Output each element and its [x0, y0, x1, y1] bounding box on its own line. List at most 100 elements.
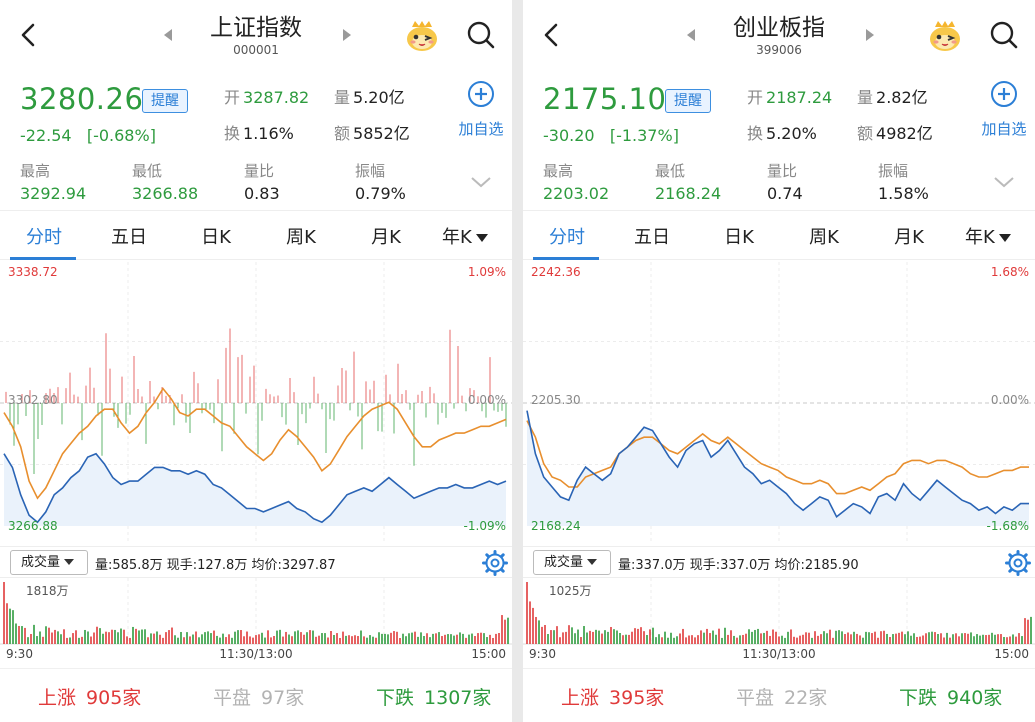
mascot-icon[interactable]: [404, 18, 440, 54]
mascot-icon[interactable]: [927, 18, 963, 54]
chart-top-label: 3338.72: [8, 265, 58, 279]
plus-circle-icon: [468, 81, 494, 107]
tab-monthly-k[interactable]: 月K: [894, 227, 924, 248]
page-title: 创业板指: [733, 15, 825, 41]
stat-turnover: 换 5.20%: [747, 120, 817, 144]
add-watchlist-button[interactable]: 加自选: [454, 78, 508, 140]
caret-down-icon: [475, 234, 488, 242]
next-index-icon[interactable]: [340, 27, 354, 43]
chart-top-label: 2242.36: [531, 265, 581, 279]
active-tab-indicator: [10, 257, 76, 260]
average-price-line: [3, 387, 507, 500]
indicator-select-label: 成交量: [21, 555, 61, 570]
stat-amount: 额 5852亿: [334, 120, 410, 144]
stat-turnover: 换 1.16%: [224, 120, 294, 144]
high-label: 最高: [543, 162, 574, 180]
tab-monthly-k[interactable]: 月K: [371, 227, 401, 248]
volume-chart[interactable]: 1025万 9:30 11:30/13:00 15:00: [523, 578, 1035, 668]
decliners[interactable]: 下跌 1307家: [376, 683, 491, 710]
volume-value: 2.82亿: [876, 88, 928, 107]
current-price: 2175.10: [543, 82, 667, 116]
tab-yearly-k[interactable]: 年K: [965, 223, 1027, 249]
search-icon[interactable]: [466, 20, 496, 50]
volume-label: 量: [857, 88, 874, 107]
previous-index-icon[interactable]: [684, 27, 698, 43]
price-area: [527, 410, 1029, 526]
advancers-count: 905家: [86, 687, 142, 709]
tab-weekly-k[interactable]: 周K: [809, 227, 839, 248]
tab-five-day[interactable]: 五日: [634, 227, 670, 248]
volume-max-label: 1025万: [549, 584, 592, 598]
advancers[interactable]: 上涨 905家: [38, 683, 141, 710]
volume-info: 量:337.0万 现手:337.0万 均价:2185.90: [618, 558, 859, 573]
add-watchlist-button[interactable]: 加自选: [977, 78, 1031, 140]
volume-label: 量: [334, 88, 351, 107]
indicator-select[interactable]: 成交量: [10, 550, 88, 575]
chevron-down-icon[interactable]: [468, 172, 494, 192]
tab-daily-k[interactable]: 日K: [201, 227, 231, 248]
header-bar: 上证指数 000001: [0, 0, 512, 72]
chart-bottom-label: 2168.24: [531, 519, 581, 533]
unchanged-label: 平盘: [736, 687, 775, 709]
decliners-label: 下跌: [899, 687, 938, 709]
active-tab-indicator: [533, 257, 599, 260]
tab-daily-k[interactable]: 日K: [724, 227, 754, 248]
price-alert-button[interactable]: 提醒: [665, 89, 711, 113]
turnover-value: 1.16%: [243, 124, 294, 143]
market-breadth: 上涨 395家 平盘 22家 下跌 940家: [523, 668, 1035, 722]
price-alert-button[interactable]: 提醒: [142, 89, 188, 113]
back-arrow-icon[interactable]: [16, 22, 42, 48]
chart-top-pct: 1.68%: [991, 265, 1029, 279]
unchanged[interactable]: 平盘 22家: [736, 683, 827, 710]
back-arrow-icon[interactable]: [539, 22, 565, 48]
volume-bars: [3, 582, 509, 644]
previous-index-icon[interactable]: [161, 27, 175, 43]
chart-top-pct: 1.09%: [468, 265, 506, 279]
gear-icon[interactable]: [482, 550, 508, 576]
caret-down-icon: [587, 559, 598, 565]
tab-weekly-k[interactable]: 周K: [286, 227, 316, 248]
volume-toolbar: 成交量 量:585.8万 现手:127.8万 均价:3297.87: [0, 546, 512, 578]
tab-yearly-k-label: 年K: [965, 227, 995, 248]
amplitude-value: 0.79%: [355, 184, 406, 203]
tab-yearly-k[interactable]: 年K: [442, 223, 504, 249]
open-label: 开: [224, 88, 241, 107]
advancers-label: 上涨: [561, 687, 600, 709]
turnover-label: 换: [224, 124, 241, 143]
intraday-chart[interactable]: 3338.72 3302.80 3266.88 1.09% 0.00% -1.0…: [0, 262, 512, 544]
price-area: [4, 453, 506, 526]
change-percent: [-1.37%]: [609, 126, 679, 145]
gear-icon[interactable]: [1005, 550, 1031, 576]
search-icon[interactable]: [989, 20, 1019, 50]
open-label: 开: [747, 88, 764, 107]
add-watchlist-label: 加自选: [458, 120, 504, 138]
advancers[interactable]: 上涨 395家: [561, 683, 664, 710]
time-mid-label: 11:30/13:00: [219, 647, 292, 661]
time-end-label: 15:00: [471, 647, 506, 661]
next-index-icon[interactable]: [863, 27, 877, 43]
tab-intraday[interactable]: 分时: [26, 227, 62, 248]
tab-five-day[interactable]: 五日: [111, 227, 147, 248]
chart-bottom-label: 3266.88: [8, 519, 58, 533]
current-price: 3280.26: [20, 82, 144, 116]
chart-mid-label: 3302.80: [8, 393, 58, 407]
time-start-label: 9:30: [6, 647, 33, 661]
chevron-down-icon[interactable]: [991, 172, 1017, 192]
low-label: 最低: [655, 162, 686, 180]
change-value: -22.54: [20, 126, 72, 145]
low-value: 2168.24: [655, 184, 722, 203]
unchanged-label: 平盘: [213, 687, 252, 709]
decliners[interactable]: 下跌 940家: [899, 683, 1002, 710]
chart-mid-pct: 0.00%: [468, 393, 506, 407]
open-value: 3287.82: [243, 88, 310, 107]
time-end-label: 15:00: [994, 647, 1029, 661]
indicator-select[interactable]: 成交量: [533, 550, 611, 575]
intraday-chart[interactable]: 2242.36 2205.30 2168.24 1.68% 0.00% -1.6…: [523, 262, 1035, 544]
chart-mid-pct: 0.00%: [991, 393, 1029, 407]
volume-chart[interactable]: 1818万 9:30 11:30/13:00 15:00: [0, 578, 512, 668]
stat-volume: 量 2.82亿: [857, 84, 928, 108]
tab-intraday[interactable]: 分时: [549, 227, 585, 248]
unchanged[interactable]: 平盘 97家: [213, 683, 304, 710]
index-code: 000001: [233, 43, 279, 57]
high-value: 3292.94: [20, 184, 87, 203]
